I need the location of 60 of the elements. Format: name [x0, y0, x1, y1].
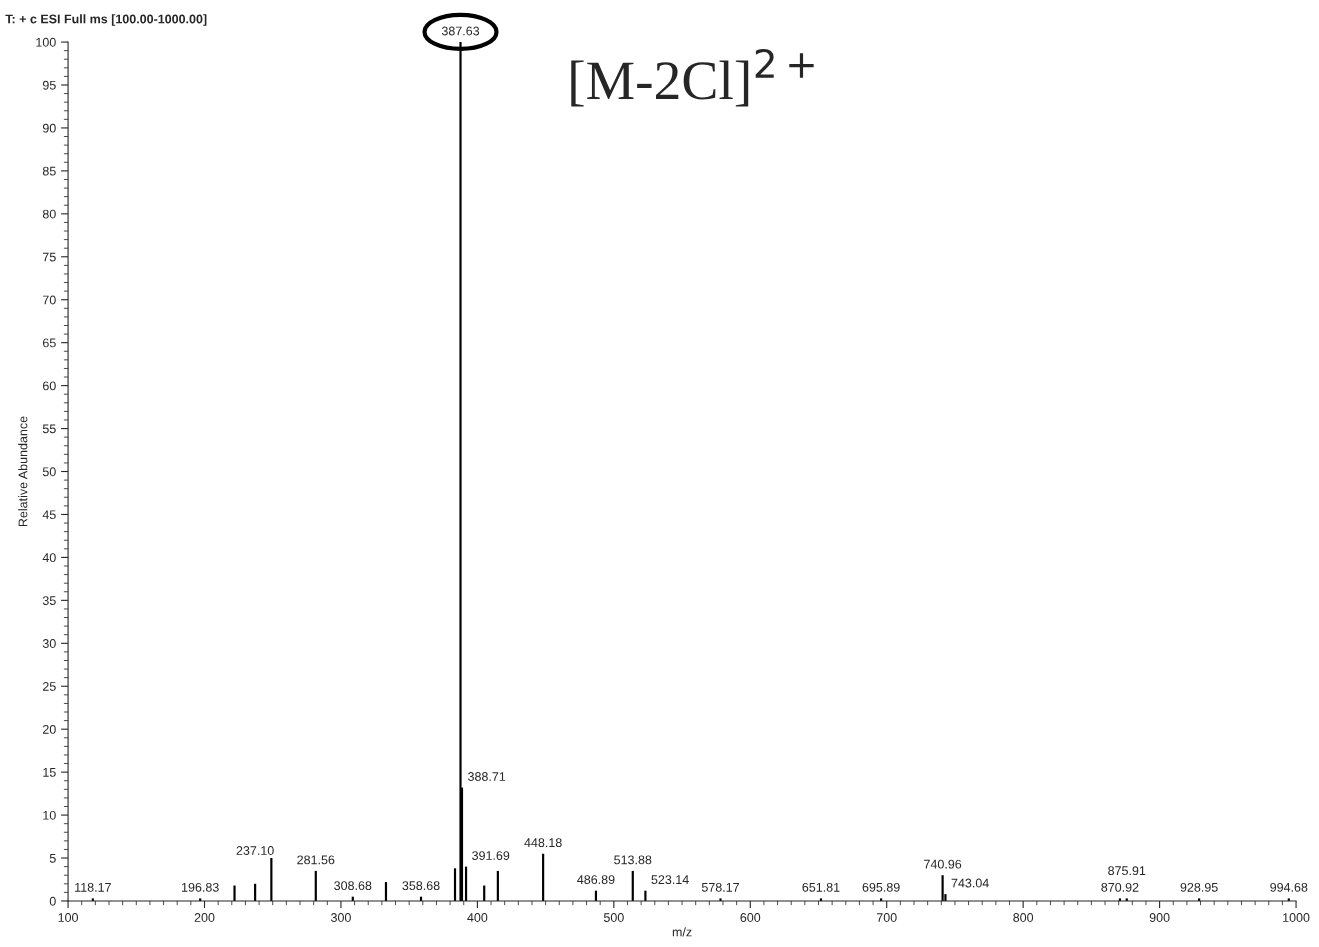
- y-tick-label: 40: [42, 553, 56, 563]
- x-tick-label: 500: [603, 913, 624, 922]
- y-axis-title: Relative Abundance: [18, 416, 28, 527]
- y-tick-label: 55: [42, 424, 56, 434]
- y-tick-label: 25: [42, 682, 56, 691]
- y-tick-label: 5: [49, 853, 56, 863]
- bar: [453, 868, 457, 901]
- x-tick-label: 200: [194, 913, 215, 922]
- annotation: 651.81: [802, 882, 840, 892]
- x-tick-label: 400: [467, 913, 488, 922]
- y-tick-label: 85: [42, 166, 56, 176]
- y-tick-label: 100: [36, 37, 56, 47]
- annotation: 994.68: [1270, 882, 1308, 892]
- y-tick-label: 20: [42, 724, 56, 734]
- annotation: [M-2Cl]$^{2+}$: [571, 48, 814, 107]
- y-tick-label: 15: [43, 768, 56, 777]
- annotation: 196.83: [182, 882, 219, 892]
- annotation: 118.17: [75, 882, 111, 892]
- y-tick-label: 60: [42, 381, 56, 391]
- annotation: 448.18: [524, 838, 562, 848]
- x-tick-label: 800: [1013, 913, 1034, 922]
- x-tick-label: 900: [1149, 913, 1170, 922]
- annotation: 391.69: [472, 851, 510, 860]
- annotation: 743.04: [951, 878, 989, 888]
- annotation: 513.88: [614, 855, 652, 865]
- bar: [719, 898, 722, 901]
- y-tick-label: 95: [42, 80, 56, 90]
- x-tick-label: 1000: [1283, 913, 1310, 922]
- annotation: 237.10: [236, 846, 274, 855]
- bar: [233, 885, 236, 901]
- annotation: 486.89: [577, 875, 615, 885]
- annotation: 870.92: [1101, 882, 1139, 892]
- y-tick-label: 45: [42, 510, 56, 520]
- y-tick-label: 65: [42, 338, 56, 348]
- annotation: 523.14: [651, 875, 689, 885]
- annotation: 358.68: [402, 881, 440, 891]
- x-tick-label: 600: [740, 913, 761, 922]
- x-tick-label: 300: [331, 913, 351, 922]
- y-tick-label: 70: [42, 295, 56, 305]
- x-tick-label: 100: [58, 913, 78, 922]
- x-tick-label: 700: [876, 913, 897, 922]
- annotation: 875.91: [1108, 866, 1146, 876]
- y-tick-label: 75: [42, 252, 56, 262]
- y-tick-label: 0: [49, 896, 56, 906]
- annotation: 387.63: [441, 26, 480, 36]
- annotation: 928.95: [1180, 882, 1218, 892]
- y-tick-label: 90: [42, 123, 56, 133]
- y-tick-label: 50: [42, 467, 56, 477]
- annotation: 388.71: [468, 772, 506, 781]
- y-tick-label: 30: [42, 639, 56, 648]
- annotation: 308.68: [334, 881, 372, 891]
- text: T: + c ESI Full ms [100.00-1000.00]: [5, 14, 207, 26]
- annotation: 695.89: [862, 882, 900, 892]
- y-tick-label: 80: [42, 209, 56, 219]
- annotation: 740.96: [924, 859, 962, 869]
- annotation: 578.17: [701, 882, 739, 892]
- annotation: 281.56: [297, 855, 335, 865]
- y-tick-label: 35: [42, 596, 56, 605]
- x-axis-title: m/z: [672, 927, 692, 937]
- y-tick-label: 10: [43, 810, 56, 820]
